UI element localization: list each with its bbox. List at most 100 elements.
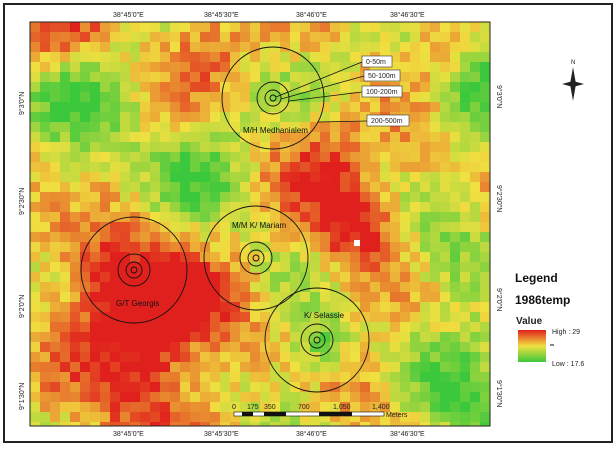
raster-cell <box>280 62 291 73</box>
raster-cell <box>160 342 171 353</box>
raster-cell <box>460 122 471 133</box>
raster-cell <box>360 302 371 313</box>
raster-cell <box>480 192 491 203</box>
raster-cell <box>50 152 61 163</box>
raster-cell <box>220 332 231 343</box>
raster-cell <box>450 32 461 43</box>
raster-cell <box>260 192 271 203</box>
raster-cell <box>60 392 71 403</box>
raster-cell <box>100 112 111 123</box>
raster-cell <box>330 42 341 53</box>
raster-cell <box>140 102 151 113</box>
raster-cell <box>380 132 391 143</box>
raster-cell <box>410 232 421 243</box>
raster-cell <box>130 362 141 373</box>
raster-cell <box>420 92 431 103</box>
raster-cell <box>280 232 291 243</box>
raster-cell <box>460 222 471 233</box>
raster-cell <box>290 252 301 263</box>
raster-cell <box>140 202 151 213</box>
raster-cell <box>50 292 61 303</box>
raster-cell <box>100 132 111 143</box>
raster-cell <box>120 122 131 133</box>
raster-cell <box>400 22 411 33</box>
raster-cell <box>160 312 171 323</box>
raster-cell <box>460 202 471 213</box>
raster-cell <box>460 352 471 363</box>
raster-cell <box>230 42 241 53</box>
raster-cell <box>410 132 421 143</box>
raster-cell <box>220 342 231 353</box>
raster-cell <box>70 332 81 343</box>
raster-cell <box>320 272 331 283</box>
raster-cell <box>130 372 141 383</box>
raster-cell <box>60 372 71 383</box>
raster-cell <box>40 62 51 73</box>
raster-cell <box>60 22 71 33</box>
raster-cell <box>470 412 481 423</box>
raster-cell <box>460 42 471 53</box>
raster-cell <box>310 272 321 283</box>
raster-cell <box>60 252 71 263</box>
raster-cell <box>100 202 111 213</box>
raster-cell <box>380 382 391 393</box>
raster-cell <box>190 92 201 103</box>
raster-cell <box>450 412 461 423</box>
raster-cell <box>440 342 451 353</box>
raster-cell <box>400 272 411 283</box>
raster-cell <box>440 382 451 393</box>
raster-cell <box>240 172 251 183</box>
raster-cell <box>160 92 171 103</box>
raster-cell <box>110 112 121 123</box>
raster-cell <box>100 372 111 383</box>
legend-gradient <box>518 330 546 362</box>
raster-cell <box>130 32 141 43</box>
raster-cell <box>260 162 271 173</box>
raster-cell <box>380 312 391 323</box>
raster-cell <box>120 22 131 33</box>
raster-cell <box>40 322 51 333</box>
raster-cell <box>160 352 171 363</box>
raster-cell <box>470 362 481 373</box>
raster-cell <box>470 62 481 73</box>
raster-cell <box>140 92 151 103</box>
raster-cell <box>130 22 141 33</box>
raster-cell <box>230 272 241 283</box>
raster-cell <box>330 372 341 383</box>
raster-cell <box>390 332 401 343</box>
raster-cell <box>120 102 131 113</box>
raster-cell <box>140 362 151 373</box>
raster-cell <box>110 132 121 143</box>
raster-cell <box>350 222 361 233</box>
raster-cell <box>110 342 121 353</box>
raster-cell <box>210 202 221 213</box>
raster-cell <box>410 282 421 293</box>
raster-cell <box>420 272 431 283</box>
raster-cell <box>380 152 391 163</box>
raster-cell <box>470 352 481 363</box>
raster-cell <box>170 352 181 363</box>
raster-cell <box>110 22 121 33</box>
raster-cell <box>450 362 461 373</box>
raster-cell <box>450 282 461 293</box>
raster-cell <box>110 362 121 373</box>
raster-cell <box>190 222 201 233</box>
raster-cell <box>380 232 391 243</box>
raster-cell <box>220 372 231 383</box>
raster-cell <box>480 132 491 143</box>
raster-cell <box>60 92 71 103</box>
raster-cell <box>160 152 171 163</box>
raster-cell <box>440 142 451 153</box>
raster-cell <box>70 282 81 293</box>
raster-cell <box>210 182 221 193</box>
raster-cell <box>280 272 291 283</box>
raster-cell <box>250 162 261 173</box>
raster-cell <box>460 92 471 103</box>
raster-cell <box>120 232 131 243</box>
raster-cell <box>350 252 361 263</box>
raster-cell <box>340 332 351 343</box>
raster-cell <box>30 342 41 353</box>
raster-cell <box>430 152 441 163</box>
raster-cell <box>190 202 201 213</box>
raster-cell <box>400 382 411 393</box>
